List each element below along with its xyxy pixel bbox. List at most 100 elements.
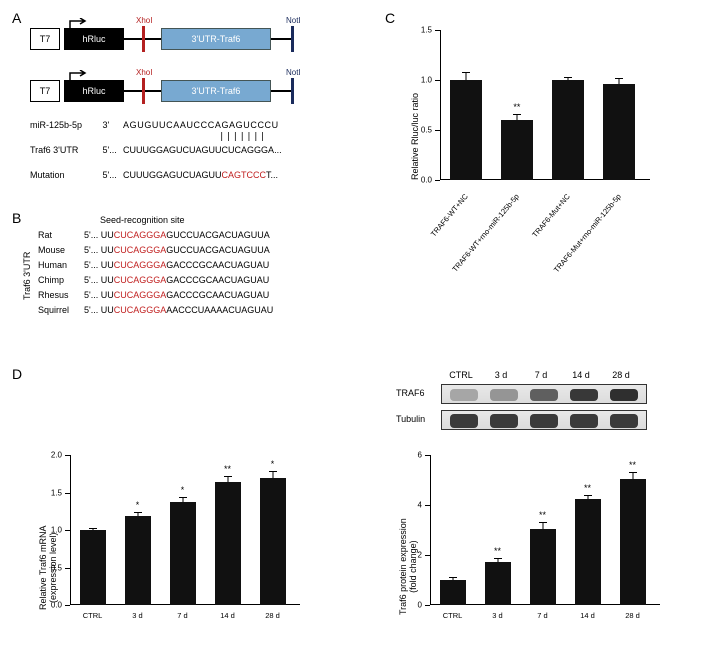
seq-post: GUCCUACGACUAGUUA (166, 230, 270, 240)
seq-pre: CUUUGGAGUCUAGUU (123, 145, 222, 155)
linker (271, 90, 291, 92)
seq-mir: miR-125b-5p 3' AGUGUUCAAUCCCAGAGUCCCU (30, 120, 279, 130)
noti-mark-icon (291, 26, 294, 52)
seq-pre: CUUUGGAGUCUAGUU (123, 170, 222, 180)
tick-label: 6 (390, 451, 422, 460)
bar (170, 502, 196, 605)
noti-label: NotI (286, 16, 301, 25)
t7-block: T7 (30, 80, 60, 102)
x-label: 14 d (220, 611, 235, 620)
seq-mut: Mutation 5'... CUUUGGAGUCUAGUUCAGTCCCT..… (30, 170, 278, 180)
blot-tubulin (441, 410, 647, 430)
seq-post: GACCCGCAACUAGUAU (166, 290, 269, 300)
tick-label: 1.0 (30, 526, 62, 535)
blot-header: 7 d (535, 370, 548, 380)
x-label: 28 d (625, 611, 640, 620)
bar (450, 80, 482, 180)
linker (271, 38, 291, 40)
panel-a-label: A (12, 10, 21, 26)
species-row: Rat5'... UUCUCAGGGAGUCCUACGACUAGUUA (38, 230, 270, 240)
linker (145, 90, 161, 92)
significance-marker: * (271, 459, 275, 469)
axis-v (430, 455, 431, 605)
blot-row-label: TRAF6 (396, 388, 425, 398)
seq-pre: 5'... UU (84, 305, 114, 315)
x-label: 28 d (265, 611, 280, 620)
blot-header: 28 d (612, 370, 630, 380)
seq-label: Mutation (30, 170, 100, 180)
chart-c: Relative Rluc/luc ratio 0.00.51.01.5TRAF… (400, 30, 650, 200)
species-row: Squirrel5'... UUCUCAGGGAAACCCUAAAACUAGUA… (38, 305, 273, 315)
seq-post: GACCCGCAACUAGUAU (166, 275, 269, 285)
t7-block: T7 (30, 28, 60, 50)
chart-c-ylabel: Relative Rluc/luc ratio (410, 93, 420, 180)
bar (530, 529, 556, 605)
bar (80, 530, 106, 605)
bar (603, 84, 635, 180)
seq-pre: 5'... UU (84, 245, 114, 255)
blot-row-label: Tubulin (396, 414, 425, 424)
tick-label: 1.5 (400, 26, 432, 35)
bar (215, 482, 241, 605)
pairing-bars: ||||||| (219, 132, 267, 142)
axis-v (440, 30, 441, 180)
seq-pre: 5'... UU (84, 275, 114, 285)
species-name: Mouse (38, 245, 84, 255)
seq-dir: 3' (103, 120, 121, 130)
seq-seed: CUCAGGGA (114, 260, 167, 270)
seq-post: AACCCUAAAACUAGUAU (166, 305, 273, 315)
tick-label: 2 (390, 551, 422, 560)
x-label: CTRL (83, 611, 103, 620)
significance-marker: ** (539, 510, 546, 520)
seq-seed: CUCAGGGA (114, 245, 167, 255)
species-name: Human (38, 260, 84, 270)
bar (485, 562, 511, 605)
seq-post: ... (274, 145, 282, 155)
noti-label: NotI (286, 68, 301, 77)
panel-b-label: B (12, 210, 21, 226)
construct-mut: T7 hRluc XhoI 3'UTR-Traf6 NotI (30, 80, 320, 106)
panel-d-label: D (12, 366, 22, 382)
linker (124, 90, 142, 92)
x-label: 7 d (537, 611, 547, 620)
species-row: Chimp5'... UUCUCAGGGAGACCCGCAACUAGUAU (38, 275, 269, 285)
seq-seed: CUCAGGGA (114, 230, 167, 240)
construct-wt: T7 hRluc XhoI 3'UTR-Traf6 NotI (30, 28, 320, 54)
blot-traf6 (441, 384, 647, 404)
significance-marker: * (136, 500, 140, 510)
species-name: Chimp (38, 275, 84, 285)
significance-marker: ** (224, 464, 231, 474)
seq-seed: CUCAGGGA (114, 305, 167, 315)
seq-post: T... (266, 170, 278, 180)
species-name: Rat (38, 230, 84, 240)
bar (440, 580, 466, 605)
hrluc-block: hRluc (64, 28, 124, 50)
x-label: 7 d (177, 611, 187, 620)
blot-header: CTRL (449, 370, 473, 380)
x-label: 14 d (580, 611, 595, 620)
seq-seed-mut: CAGTCCC (222, 170, 267, 180)
bar (575, 499, 601, 605)
tick-label: 0.5 (400, 126, 432, 135)
panel-c-label: C (385, 10, 395, 26)
x-label: CTRL (443, 611, 463, 620)
panel-b-title: Seed-recognition site (100, 215, 185, 225)
linker (124, 38, 142, 40)
x-label: 3 d (132, 611, 142, 620)
species-name: Rhesus (38, 290, 84, 300)
seq-traf: Traf6 3'UTR 5'... CUUUGGAGUCUAGUUCUCAGGG… (30, 145, 282, 155)
species-name: Squirrel (38, 305, 84, 315)
significance-marker: ** (513, 102, 520, 112)
species-row: Human5'... UUCUCAGGGAGACCCGCAACUAGUAU (38, 260, 269, 270)
significance-marker: * (181, 485, 185, 495)
bar (620, 479, 646, 605)
chart-d-mrna: Relative Traf6 mRNA(expression level) 0.… (30, 455, 300, 625)
seq-label: miR-125b-5p (30, 120, 100, 130)
xhoi-label: XhoI (136, 68, 152, 77)
seq-pre: 5'... UU (84, 230, 114, 240)
seq-text: AGUGUUCAAUCCCAGAGUCCCU (123, 120, 279, 130)
bar (125, 516, 151, 605)
tick-label: 2.0 (30, 451, 62, 460)
bar (552, 80, 584, 180)
axis-v (70, 455, 71, 605)
